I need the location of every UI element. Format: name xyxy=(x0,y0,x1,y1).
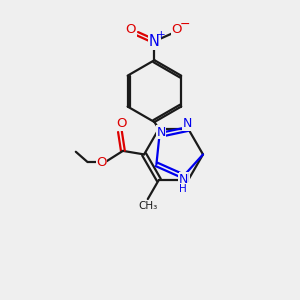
Text: +: + xyxy=(157,30,165,40)
Text: O: O xyxy=(96,156,107,169)
Text: N: N xyxy=(149,34,160,49)
Text: H: H xyxy=(179,184,187,194)
Text: −: − xyxy=(179,18,190,32)
Text: O: O xyxy=(172,23,182,36)
Text: N: N xyxy=(180,172,190,185)
Text: N: N xyxy=(156,126,166,139)
Text: O: O xyxy=(116,117,126,130)
Text: CH₃: CH₃ xyxy=(138,200,158,211)
Text: N: N xyxy=(183,117,192,130)
Text: O: O xyxy=(126,23,136,36)
Text: N: N xyxy=(178,173,188,186)
